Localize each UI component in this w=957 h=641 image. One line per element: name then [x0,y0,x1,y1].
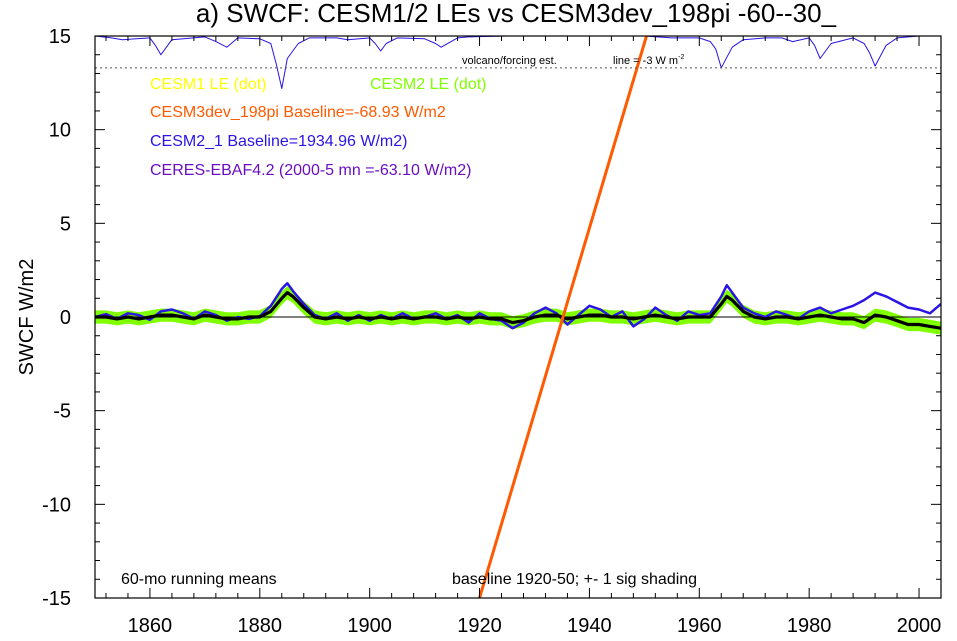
y-tick-label: -10 [42,494,71,516]
legend-entry-cesm3dev: CESM3dev_198pi Baseline=-68.93 W/m2 [150,104,446,121]
y-tick-label: 15 [49,26,71,48]
volcano-annotation: volcano/forcing est. [462,55,557,67]
x-tick-label: 1860 [128,615,173,637]
legend-entry-ceres: CERES-EBAF4.2 (2000-5 mn =-63.10 W/m2) [150,162,471,179]
cesm3dev-series-line [478,36,648,598]
x-tick-label: 1880 [238,615,283,637]
legend-entry-cesm2-1: CESM2_1 Baseline=1934.96 W/m2) [150,133,407,150]
y-tick-label: 10 [49,120,71,142]
x-tick-label: 1920 [457,615,502,637]
legend-entry-cesm1-le: CESM1 LE (dot) [150,76,266,93]
volcano-forcing-line [95,36,941,89]
y-tick-label: 0 [60,307,71,329]
line-annotation: line = -3 W m-2 [613,54,684,67]
x-tick-label: 2000 [897,615,942,637]
y-tick-label: 5 [60,213,71,235]
y-tick-label: -5 [53,401,71,423]
chart-title: a) SWCF: CESM1/2 LEs vs CESM3dev_198pi -… [196,0,837,28]
running-means-annotation: 60-mo running means [121,571,277,588]
baseline-annotation: baseline 1920-50; +- 1 sig shading [452,571,697,588]
plot-frame [94,35,942,599]
x-tick-label: 1900 [347,615,392,637]
x-tick-label: 1940 [567,615,612,637]
y-axis-label: SWCF W/m2 [16,259,38,376]
x-tick-label: 1980 [787,615,832,637]
y-tick-label: -15 [42,588,71,610]
x-tick-label: 1960 [677,615,722,637]
ensemble-mean-line [95,291,941,330]
legend-entry-cesm2-le: CESM2 LE (dot) [370,76,486,93]
